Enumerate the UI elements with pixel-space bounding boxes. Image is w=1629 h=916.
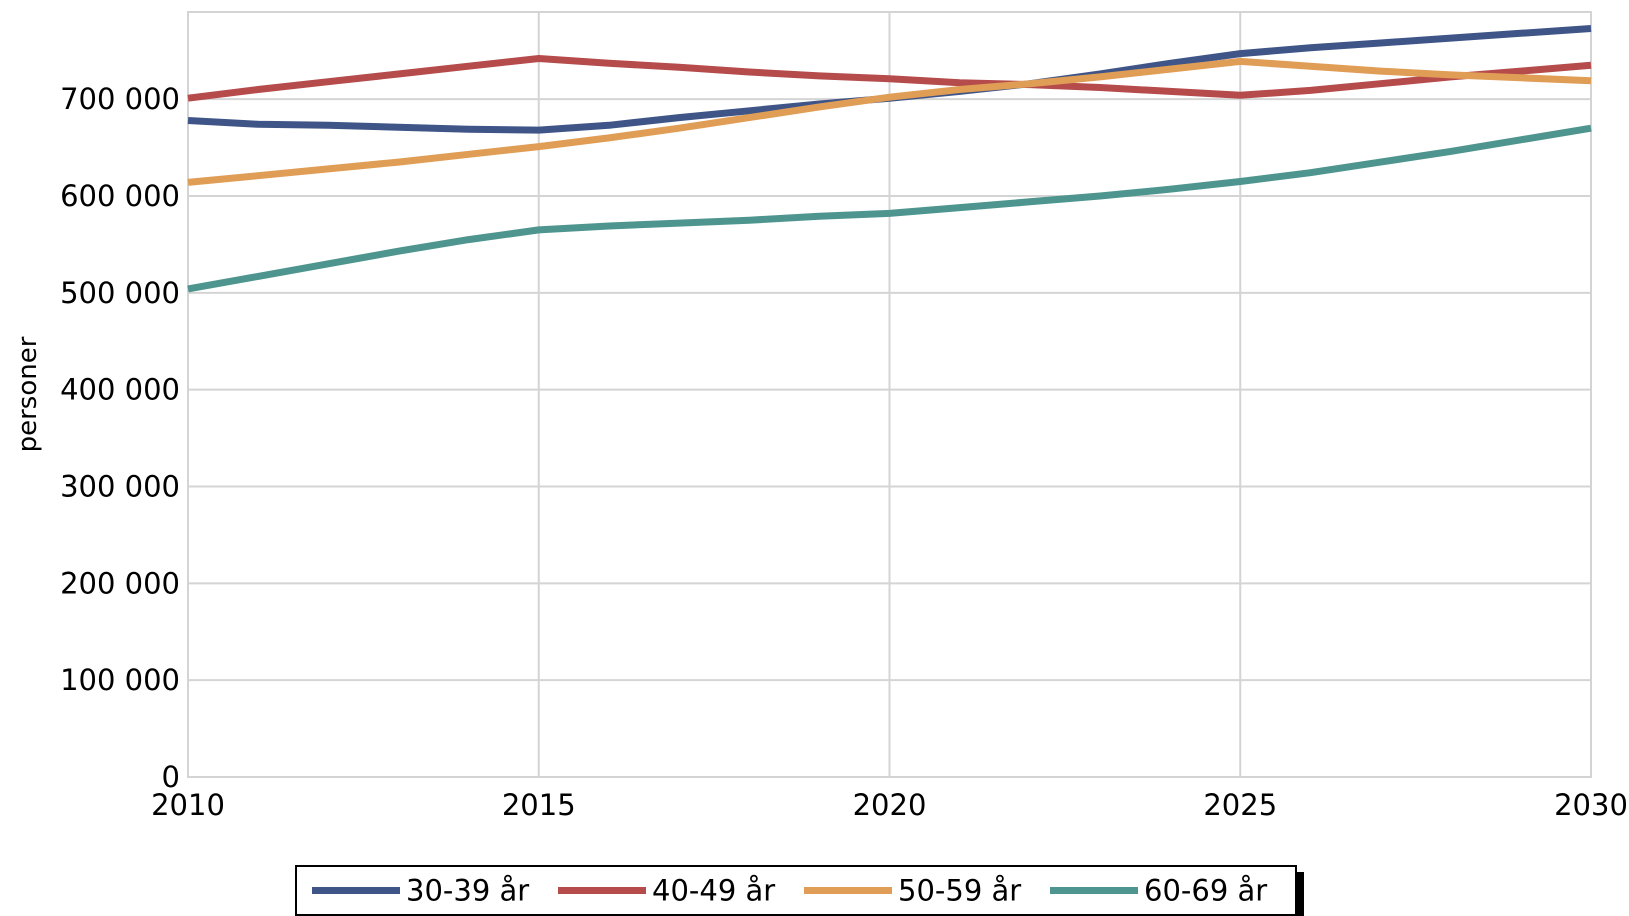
x-tick-label: 2015 bbox=[502, 788, 576, 822]
legend-label: 50-59 år bbox=[898, 874, 1021, 908]
y-tick-labels: 0 100 000 200 000 300 000 400 000 500 000 600 … bbox=[60, 82, 180, 794]
x-tick-label: 2020 bbox=[853, 788, 927, 822]
series-line-50-59 bbox=[187, 57, 1592, 186]
legend-label: 60-69 år bbox=[1144, 874, 1267, 908]
legend-label: 30-39 år bbox=[406, 874, 529, 908]
y-tick-label: 0 bbox=[162, 760, 180, 794]
y-tick-label: 600 000 bbox=[60, 179, 180, 213]
x-tick-label: 2030 bbox=[1554, 788, 1628, 822]
y-tick-label: 700 000 bbox=[60, 82, 180, 116]
y-tick-label: 100 000 bbox=[60, 663, 180, 697]
legend-label: 40-49 år bbox=[652, 874, 775, 908]
series-line-60-69 bbox=[187, 124, 1592, 293]
y-axis-title: personer bbox=[13, 336, 43, 452]
x-tick-label: 2010 bbox=[151, 788, 225, 822]
x-tick-label: 2025 bbox=[1203, 788, 1277, 822]
series-group bbox=[187, 25, 1592, 293]
y-tick-label: 200 000 bbox=[60, 566, 180, 600]
series-line-40-49 bbox=[187, 55, 1592, 102]
legend: 30-39 år 40-49 år 50-59 år 60-69 år bbox=[295, 865, 1304, 916]
y-tick-label: 400 000 bbox=[60, 373, 180, 407]
y-tick-label: 500 000 bbox=[60, 276, 180, 310]
x-tick-labels: 2010 2015 2020 2025 2030 bbox=[151, 788, 1628, 822]
y-tick-label: 300 000 bbox=[60, 469, 180, 503]
plot-frame bbox=[187, 11, 1592, 778]
legend-items: 30-39 år 40-49 år 50-59 år 60-69 år bbox=[312, 874, 1267, 908]
